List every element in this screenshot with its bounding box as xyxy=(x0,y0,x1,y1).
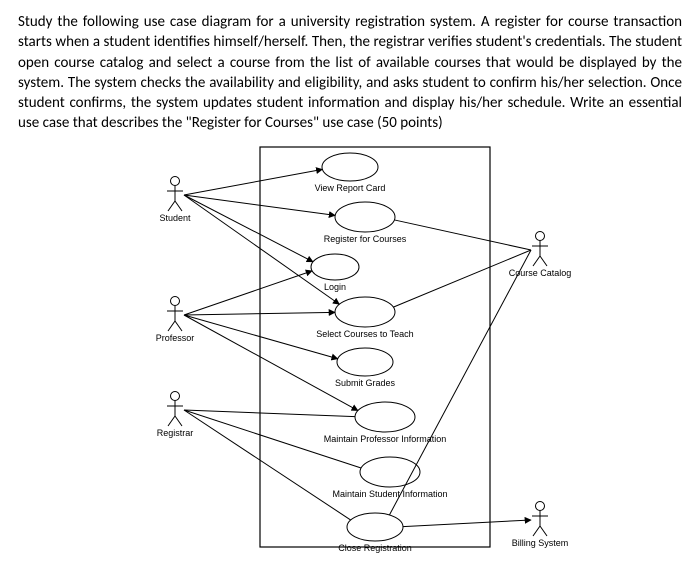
usecase-label: Maintain Student Information xyxy=(332,489,447,499)
actor-billing: Billing System xyxy=(512,501,569,548)
usecase-login: Login xyxy=(311,254,359,292)
actor-label: Registrar xyxy=(157,428,194,438)
association-edge xyxy=(184,315,338,359)
actor-student: Student xyxy=(159,176,191,223)
use-case-diagram: Student Professor Registrar Course Catalog B… xyxy=(110,142,590,562)
usecase-select: Select Courses to Teach xyxy=(316,297,413,339)
association-edge xyxy=(394,219,531,249)
association-edge xyxy=(184,270,312,314)
association-edge xyxy=(184,169,322,195)
actor-professor: Professor xyxy=(156,296,195,343)
usecase-label: Select Courses to Teach xyxy=(316,329,413,339)
usecase-label: Login xyxy=(324,282,346,292)
usecase-view: View Report Card xyxy=(315,153,386,193)
usecase-submit: Submit Grades xyxy=(335,348,396,388)
association-edge xyxy=(184,195,313,262)
usecase-label: Register for Courses xyxy=(324,234,407,244)
association-edge xyxy=(184,410,351,520)
usecase-label: Close Registration xyxy=(338,543,412,553)
diagram-container: Student Professor Registrar Course Catalog B… xyxy=(18,142,682,562)
usecase-mstud: Maintain Student Information xyxy=(332,457,447,499)
actor-catalog: Course Catalog xyxy=(509,231,572,278)
usecase-reg: Register for Courses xyxy=(324,202,407,244)
question-text: Study the following use case diagram for… xyxy=(18,12,682,134)
usecase-mprof: Maintain Professor Information xyxy=(324,402,447,444)
association-edge xyxy=(403,520,531,527)
actor-label: Billing System xyxy=(512,538,569,548)
actor-label: Course Catalog xyxy=(509,268,572,278)
usecase-label: Submit Grades xyxy=(335,378,396,388)
usecase-label: View Report Card xyxy=(315,183,386,193)
association-edge xyxy=(389,250,531,515)
actor-label: Professor xyxy=(156,333,195,343)
association-edge xyxy=(393,250,531,307)
actor-registrar: Registrar xyxy=(157,391,194,438)
actor-label: Student xyxy=(159,213,191,223)
association-edge xyxy=(184,410,355,417)
